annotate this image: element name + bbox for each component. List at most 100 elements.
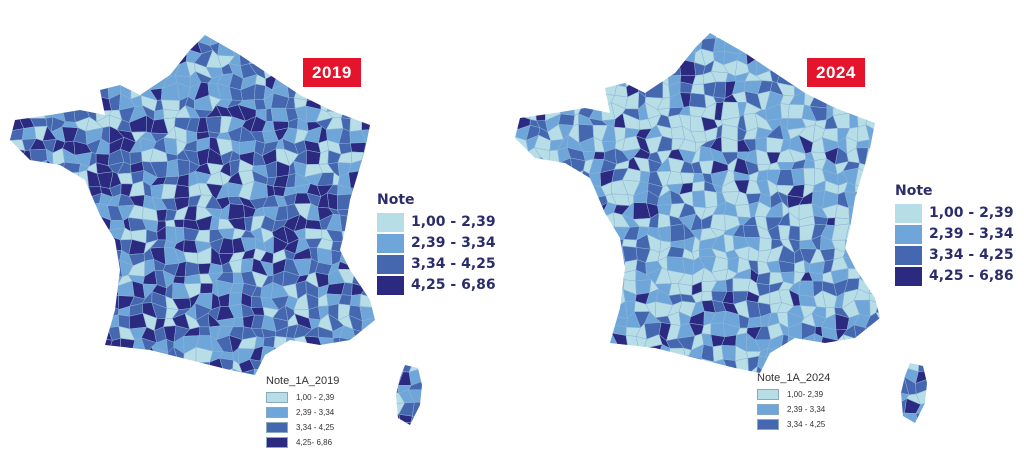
region-cell [660,38,672,53]
region-cell [43,71,56,89]
region-cell [75,22,91,34]
small-legend-item: 2,39 - 3,34 [266,406,339,418]
region-cell [835,35,847,55]
region-cell [359,182,375,199]
region-cell [601,302,618,317]
region-cell [64,296,79,307]
region-cell [570,170,584,182]
region-cell [515,37,531,48]
region-cell [853,246,868,260]
region-cell [549,73,558,87]
region-cell [591,333,607,352]
region-cell [0,275,9,284]
region-cell [855,370,873,373]
region-cell [558,91,574,107]
region-cell [163,137,178,156]
region-cell [10,38,15,55]
region-cell [419,365,422,373]
region-cell [199,326,211,336]
region-cell [845,405,861,416]
region-cell [601,259,617,271]
region-cell [360,170,375,190]
region-cell [572,335,581,352]
region-cell [546,225,562,241]
region-cell [832,346,847,362]
region-cell [810,345,824,363]
region-cell [515,103,531,120]
region-cell [175,401,188,418]
region-cell [877,259,880,274]
region-cell [72,314,89,331]
region-cell [516,383,530,394]
region-cell [877,182,880,196]
region-cell [572,201,582,220]
region-cell [209,17,223,31]
region-cell [878,359,880,372]
region-cell [10,159,27,178]
region-cell [558,272,576,286]
region-cell [549,217,562,231]
region-cell [365,84,373,97]
region-cell [623,49,639,63]
region-cell [524,257,538,274]
region-cell [811,33,826,43]
region-cell [788,225,801,242]
region-cell [408,365,422,373]
region-cell [218,402,228,415]
region-cell [219,35,233,36]
region-cell [515,280,518,295]
region-cell [264,35,277,42]
region-cell [73,370,89,375]
region-cell [926,402,927,414]
region-cell [809,19,825,32]
region-cell [241,369,255,375]
region-cell [660,33,671,40]
region-cell [734,19,746,29]
region-cell [537,334,554,352]
region-cell [634,404,647,417]
region-cell [85,369,101,375]
region-cell [358,35,375,45]
region-cell [684,405,696,416]
small-legend-title: Note_1A_2019 [266,375,340,387]
legend-item: 2,39 - 3,34 [377,233,496,253]
region-cell [633,51,651,63]
region-cell [86,94,97,112]
region-cell [56,280,68,300]
region-cell [33,218,48,232]
region-cell [745,36,763,53]
region-cell [803,167,816,186]
region-cell [566,33,582,45]
region-cell [29,73,44,89]
region-cell [557,299,572,317]
region-cell [515,346,526,356]
region-cell [348,170,365,190]
region-cell [550,279,560,295]
region-cell [516,293,531,307]
region-cell [515,189,526,208]
region-cell [372,394,385,408]
region-cell [111,42,121,58]
region-cell [667,47,682,60]
region-cell [515,311,519,330]
region-cell [21,340,34,348]
region-cell [362,402,378,418]
legend-item: 1,00 - 2,39 [895,203,1014,223]
region-cell [875,80,880,97]
region-cell [53,224,70,242]
region-cell [617,366,627,373]
region-cell [32,268,48,289]
region-cell [557,42,574,52]
region-cell [86,293,102,304]
region-cell [165,219,176,228]
region-cell [568,401,584,417]
region-cell [606,50,618,61]
region-cell [100,401,109,418]
region-cell [569,194,584,206]
region-cell [788,33,802,42]
region-cell [589,366,609,373]
region-cell [606,379,618,396]
region-cell [10,83,24,97]
region-cell [515,272,518,287]
region-cell [596,83,607,98]
